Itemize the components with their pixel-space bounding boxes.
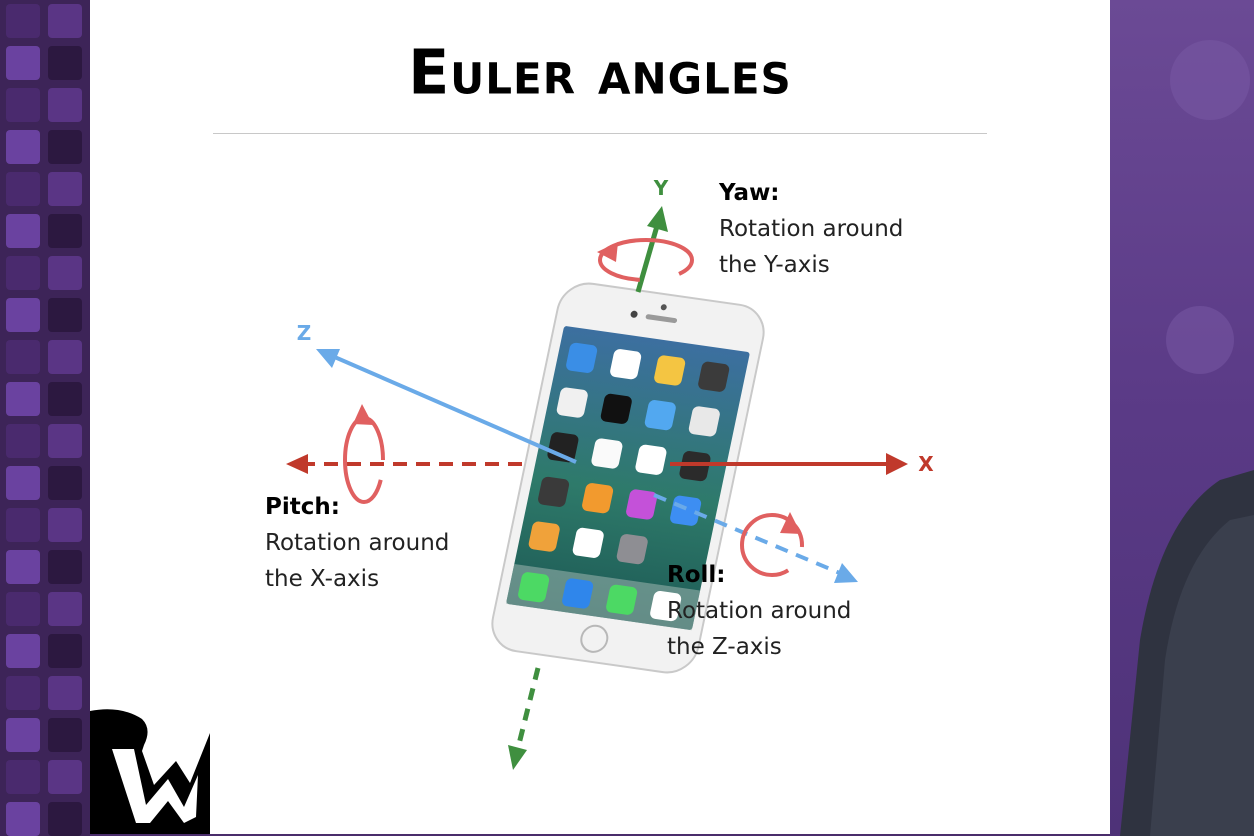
background-tile <box>48 172 82 206</box>
background-tile <box>6 172 40 206</box>
left-background-pattern <box>0 0 90 836</box>
background-tile <box>48 550 82 584</box>
background-tile <box>48 256 82 290</box>
background-tile <box>6 550 40 584</box>
background-tile <box>48 382 82 416</box>
background-tile <box>6 340 40 374</box>
yaw-desc-line1: Rotation around <box>719 216 903 242</box>
background-tile <box>48 466 82 500</box>
title-divider <box>213 133 987 134</box>
y-axis-arrow-dashed <box>508 667 541 770</box>
rw-logo <box>90 709 210 834</box>
background-tile <box>6 256 40 290</box>
z-axis-arrow <box>316 349 577 464</box>
z-axis-arrow-dashed <box>653 493 858 583</box>
background-tile <box>6 592 40 626</box>
right-background-presenter <box>1110 0 1254 836</box>
background-tile <box>6 424 40 458</box>
background-tile <box>48 592 82 626</box>
background-tile <box>48 718 82 752</box>
yaw-desc-line2: the Y-axis <box>719 252 830 278</box>
background-tile <box>48 214 82 248</box>
background-tile <box>6 802 40 836</box>
pitch-title: Pitch: <box>265 494 340 520</box>
yaw-label: Yaw: Rotation around the Y-axis <box>718 180 903 278</box>
slide: Euler angles <box>90 0 1110 834</box>
background-tile <box>6 46 40 80</box>
pitch-desc-line2: the X-axis <box>265 566 379 592</box>
background-tile <box>6 130 40 164</box>
roll-label: Roll: Rotation around the Z-axis <box>667 562 851 660</box>
yaw-title: Yaw: <box>718 180 780 206</box>
background-tile <box>6 214 40 248</box>
euler-angles-diagram: Y Z X Yaw: Rotation around the Y-axis Pi… <box>265 176 934 770</box>
background-tile <box>6 466 40 500</box>
background-tile <box>6 634 40 668</box>
background-tile <box>48 130 82 164</box>
background-tile <box>6 88 40 122</box>
background-tile <box>6 718 40 752</box>
background-tile <box>48 298 82 332</box>
background-tile <box>6 298 40 332</box>
presenter-figure <box>1120 40 1254 836</box>
pitch-rotation-arrow <box>343 404 385 504</box>
background-tile <box>48 340 82 374</box>
y-axis-label: Y <box>653 176 669 200</box>
background-tile <box>48 676 82 710</box>
background-tile <box>48 634 82 668</box>
x-axis-label: X <box>918 452 934 476</box>
background-tile <box>6 760 40 794</box>
background-tile <box>48 508 82 542</box>
y-axis-arrow <box>635 206 668 293</box>
background-tile <box>6 676 40 710</box>
background-tile <box>48 88 82 122</box>
roll-desc-line1: Rotation around <box>667 598 851 624</box>
yaw-rotation-arrow <box>597 238 694 282</box>
x-axis-arrow <box>670 453 908 475</box>
roll-rotation-arrow <box>740 512 804 577</box>
pitch-desc-line1: Rotation around <box>265 530 449 556</box>
background-tile <box>48 424 82 458</box>
background-tile <box>48 802 82 836</box>
z-axis-label: Z <box>297 321 312 345</box>
roll-desc-line2: the Z-axis <box>667 634 782 660</box>
background-tile <box>6 4 40 38</box>
slide-title: Euler angles <box>408 37 792 109</box>
home-button <box>580 624 609 653</box>
background-tile <box>48 4 82 38</box>
x-axis-arrow-dashed <box>286 454 522 474</box>
background-tile <box>48 46 82 80</box>
earpiece <box>645 314 678 324</box>
pitch-label: Pitch: Rotation around the X-axis <box>265 494 449 592</box>
background-tile <box>6 508 40 542</box>
background-tile <box>6 382 40 416</box>
roll-title: Roll: <box>667 562 725 588</box>
background-tile <box>48 760 82 794</box>
